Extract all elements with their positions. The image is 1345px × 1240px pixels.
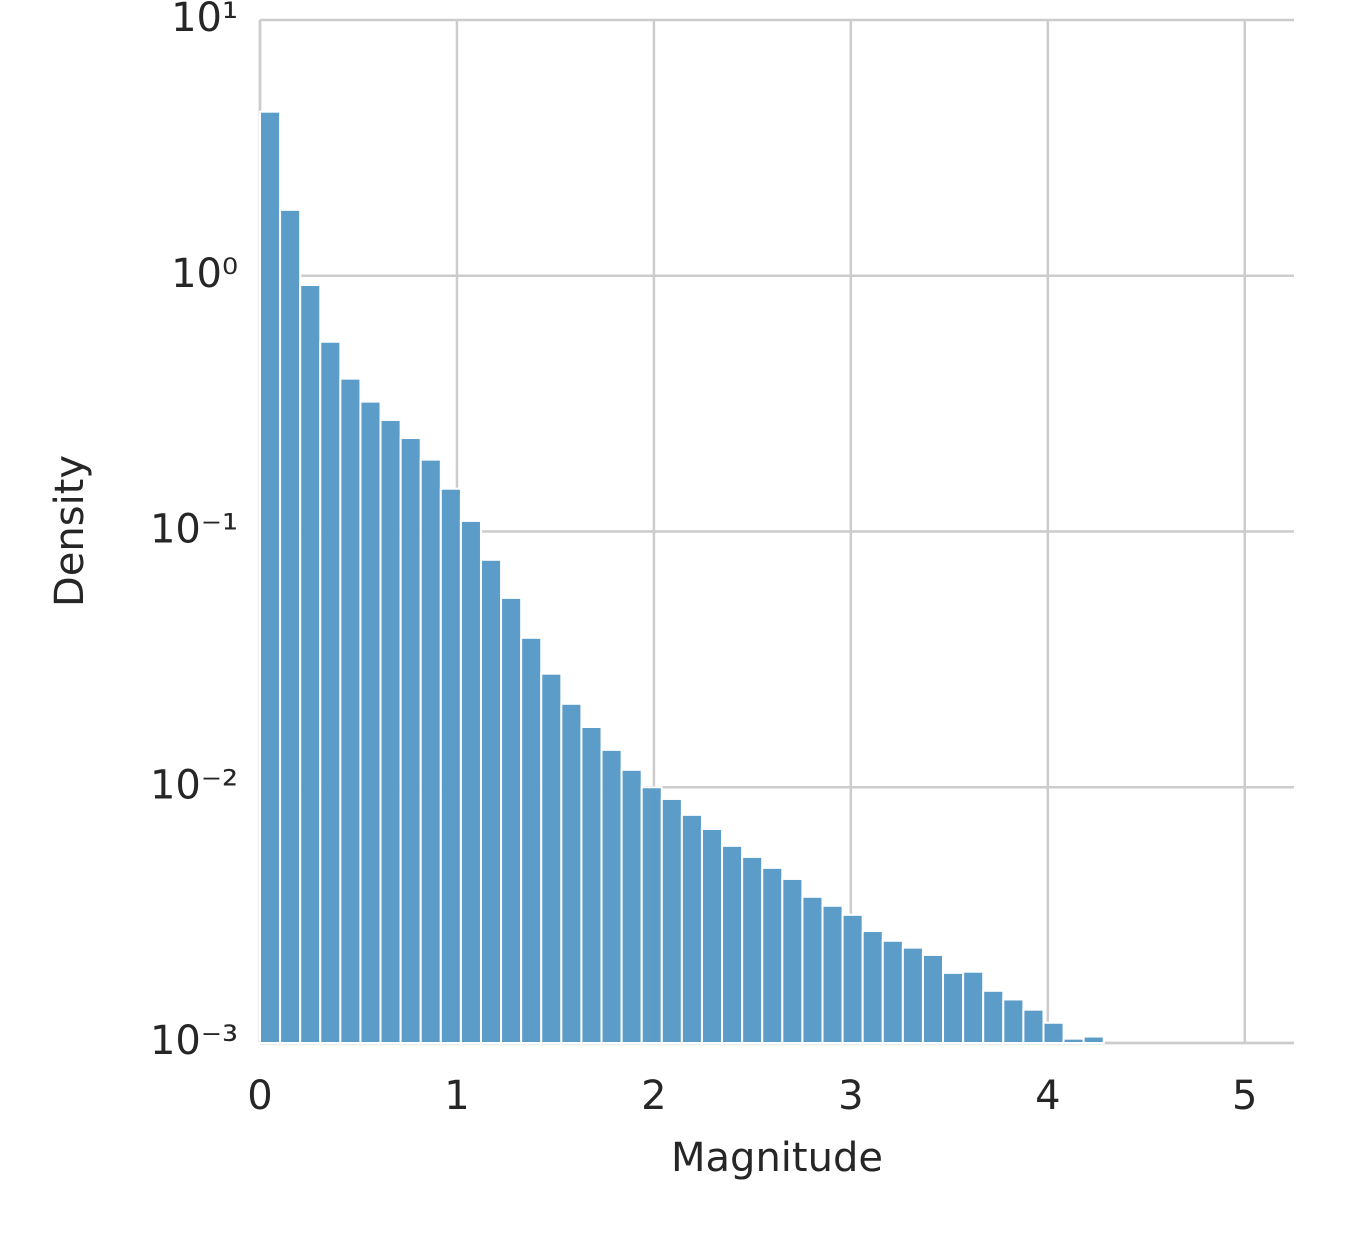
bar xyxy=(479,558,503,1044)
bar xyxy=(841,913,864,1044)
x-tick-label: 4 xyxy=(1035,1073,1060,1119)
bar xyxy=(680,813,703,1044)
y-axis-label: Density xyxy=(47,455,93,607)
bar xyxy=(1022,1008,1045,1044)
bar xyxy=(700,827,724,1044)
bar xyxy=(901,946,924,1044)
x-tick-label: 2 xyxy=(641,1073,666,1119)
bar xyxy=(299,284,322,1044)
bar xyxy=(962,970,985,1044)
bar xyxy=(339,377,362,1044)
x-axis-label: Magnitude xyxy=(671,1135,883,1181)
bar xyxy=(942,971,965,1045)
bar xyxy=(982,989,1005,1045)
bar xyxy=(781,877,804,1044)
bar xyxy=(1082,1035,1105,1045)
bar xyxy=(761,866,784,1044)
bar xyxy=(1002,998,1025,1044)
bar xyxy=(881,939,904,1044)
bar xyxy=(419,458,442,1044)
bar xyxy=(660,797,683,1044)
bar xyxy=(399,437,422,1045)
bar xyxy=(520,636,543,1045)
x-tick-label: 5 xyxy=(1232,1073,1257,1119)
y-tick-label: 10⁰ xyxy=(171,251,238,297)
bar xyxy=(279,208,302,1045)
bar xyxy=(560,702,583,1044)
bar xyxy=(721,844,744,1045)
y-tick-label: 10⁻¹ xyxy=(150,507,238,553)
bar xyxy=(620,768,643,1044)
y-tick-label: 10⁻³ xyxy=(150,1018,238,1064)
bar xyxy=(259,110,282,1044)
bar xyxy=(821,904,844,1045)
y-tick-label: 10⁻² xyxy=(150,762,238,808)
bar xyxy=(359,400,382,1045)
x-tick-label: 0 xyxy=(247,1073,272,1119)
bar xyxy=(600,748,623,1044)
bar xyxy=(640,786,663,1044)
bar xyxy=(580,726,603,1044)
bar xyxy=(1062,1037,1085,1044)
bar xyxy=(379,418,402,1044)
bar xyxy=(921,953,945,1045)
bar xyxy=(1042,1021,1065,1044)
bar xyxy=(540,672,563,1044)
bar xyxy=(439,487,462,1044)
bar xyxy=(861,930,884,1044)
bar xyxy=(801,895,824,1044)
x-tick-label: 1 xyxy=(444,1073,469,1119)
y-tick-label: 10¹ xyxy=(171,0,238,41)
bar xyxy=(319,340,342,1044)
x-tick-label: 3 xyxy=(838,1073,863,1119)
bar xyxy=(500,596,523,1044)
bar xyxy=(741,855,764,1045)
bar xyxy=(459,519,482,1044)
